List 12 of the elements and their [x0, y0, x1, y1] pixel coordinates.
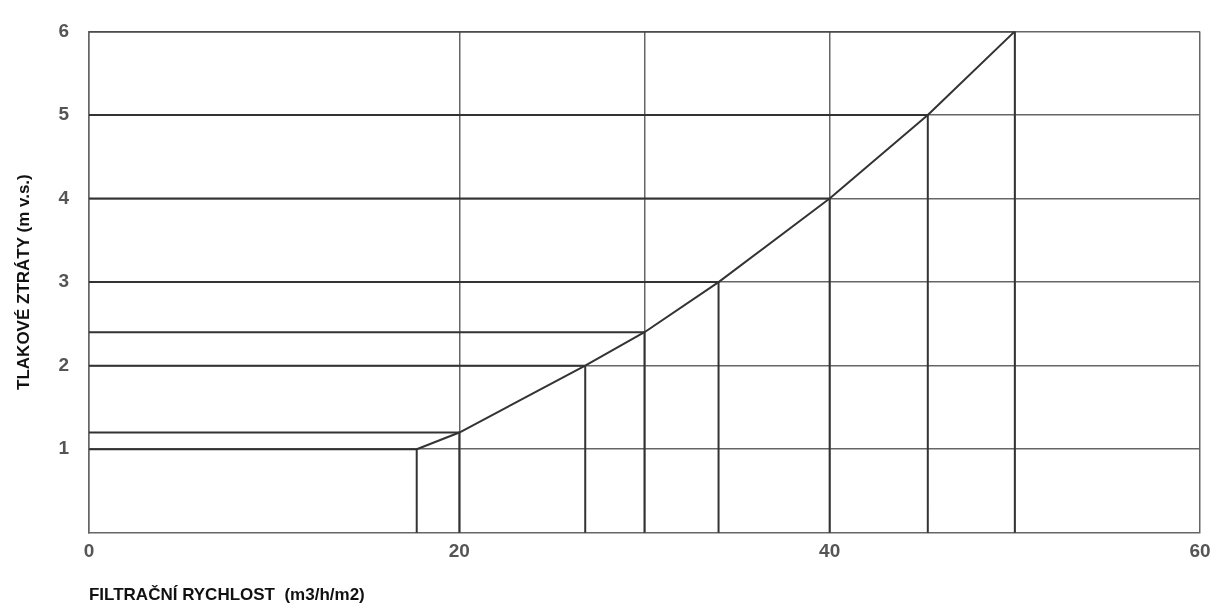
x-tick-label: 40 — [819, 540, 841, 562]
x-tick-label: 60 — [1189, 540, 1211, 562]
x-axis-title: FILTRAČNÍ RYCHLOST (m3/h/m2) — [88, 585, 365, 605]
y-axis-title: TLAKOVÉ ZTRÁTY (m v.s.) — [13, 174, 33, 390]
y-tick-label: 1 — [58, 437, 70, 459]
x-tick-label: 20 — [448, 540, 470, 562]
x-tick-label: 0 — [83, 540, 95, 562]
y-tick-label: 4 — [58, 186, 70, 208]
y-tick-label: 2 — [58, 353, 69, 375]
y-tick-label: 6 — [58, 19, 69, 41]
y-tick-label: 5 — [58, 103, 70, 125]
y-tick-label: 3 — [58, 270, 69, 292]
